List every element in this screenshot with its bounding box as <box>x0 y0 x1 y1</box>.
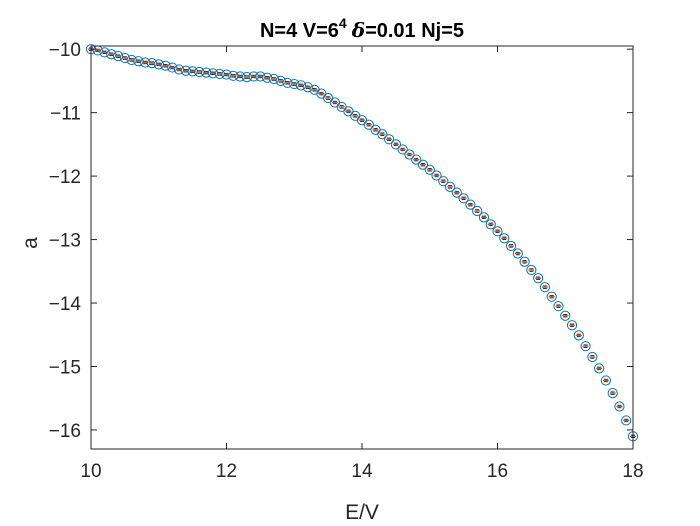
data-point <box>526 264 537 276</box>
data-point <box>173 64 185 75</box>
y-tick-label: −16 <box>49 421 81 442</box>
data-point <box>465 199 476 210</box>
data-point <box>295 80 307 91</box>
data-point <box>119 52 130 64</box>
data-point <box>384 134 395 145</box>
data-point <box>505 240 517 252</box>
data-point <box>113 51 124 62</box>
chart-title: N=4 V=64 δ=0.01 Nj=5 <box>260 15 464 42</box>
x-tick-label: 12 <box>216 461 237 482</box>
data-point <box>390 139 401 150</box>
data-point <box>404 149 415 160</box>
title-delta-symbol: δ <box>351 18 365 42</box>
data-point <box>472 205 483 217</box>
data-point <box>146 58 158 69</box>
title-exponent: 4 <box>339 15 347 31</box>
y-tick-label: −12 <box>49 167 81 188</box>
x-tick-label: 16 <box>487 461 508 482</box>
y-tick-label: −10 <box>49 40 81 61</box>
data-point <box>566 320 578 331</box>
y-tick-label: −11 <box>50 104 81 125</box>
data-point <box>417 159 429 170</box>
data-point <box>424 164 435 175</box>
data-point <box>519 256 530 267</box>
title-part-b: =0.01 Nj=5 <box>365 20 464 42</box>
data-point <box>302 82 313 93</box>
data-point <box>363 119 374 130</box>
data-point <box>133 56 144 67</box>
data-point <box>126 54 137 66</box>
x-tick-label: 10 <box>80 461 101 482</box>
data-point <box>275 75 286 87</box>
data-point <box>411 154 422 165</box>
data-point <box>377 129 388 140</box>
y-tick-label: −15 <box>49 357 81 378</box>
data-point <box>607 388 618 399</box>
data-point <box>289 78 300 90</box>
data-point <box>160 60 171 71</box>
data-point <box>492 226 503 237</box>
axes-box <box>90 45 634 450</box>
data-point <box>444 181 456 192</box>
y-tick-label: −13 <box>49 231 81 252</box>
data-point <box>106 49 117 60</box>
data-point <box>512 248 523 259</box>
data-point <box>580 341 591 352</box>
data-point <box>153 59 164 70</box>
data-point <box>451 187 462 198</box>
data-point <box>478 212 490 223</box>
axes: 10 12 14 16 18 −10 −11 −12 −13 −14 −15 −16 <box>49 40 644 482</box>
data-point <box>397 144 408 155</box>
data-point <box>621 415 632 426</box>
title-part-a: N=4 V=6 <box>260 20 339 42</box>
data-point <box>268 73 280 85</box>
data-point <box>431 170 442 181</box>
data-point <box>546 291 557 302</box>
y-axis-label: a <box>19 237 42 249</box>
data-point <box>282 77 293 88</box>
x-tick-label: 18 <box>622 461 643 482</box>
y-tick-label: −14 <box>49 294 82 315</box>
data-point <box>614 401 625 412</box>
x-axis-label: E/V <box>345 501 379 524</box>
data-point <box>499 233 510 244</box>
x-tick-label: 14 <box>351 461 373 482</box>
plot-area <box>85 44 639 442</box>
data-point <box>167 62 178 73</box>
data-point <box>553 301 564 312</box>
data-point <box>221 69 232 80</box>
data-point <box>262 72 273 83</box>
data-point <box>594 363 605 374</box>
data-point <box>485 219 496 230</box>
data-point <box>573 330 584 341</box>
data-point <box>560 310 571 321</box>
data-point <box>255 71 266 82</box>
data-point <box>99 47 110 58</box>
data-point <box>458 193 469 204</box>
data-point <box>587 351 598 363</box>
data-point <box>600 375 612 386</box>
data-point <box>438 176 449 187</box>
data-point <box>539 282 551 293</box>
data-point <box>533 273 544 284</box>
